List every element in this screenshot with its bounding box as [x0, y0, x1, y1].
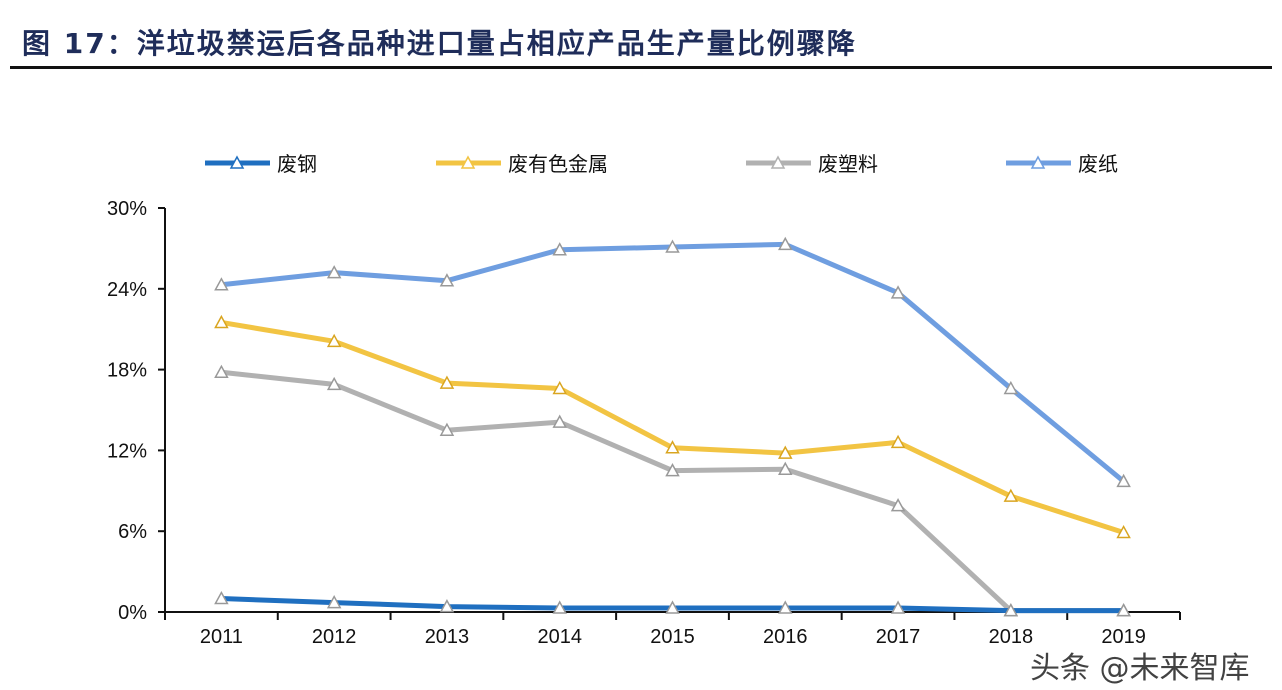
y-tick-label: 6% [118, 521, 147, 543]
data-point-2-5 [778, 461, 793, 476]
series-line-2 [221, 369, 1124, 614]
data-point-0-1 [326, 595, 342, 609]
data-point-0-3 [552, 600, 567, 614]
data-point-2-6 [890, 498, 906, 512]
x-tick-label: 2018 [989, 626, 1034, 648]
y-tick-label: 24% [107, 279, 147, 301]
watermark: 头条 @未来智库 [1030, 651, 1250, 686]
y-tick-label: 12% [107, 440, 147, 462]
legend-label: 废纸 [1078, 152, 1118, 176]
data-point-3-0 [214, 277, 229, 291]
chart-title: 图 17：洋垃圾禁运后各品种进口量占相应产品生产量比例骤降 [22, 27, 857, 60]
data-point-2-2 [439, 422, 455, 436]
data-point-0-4 [665, 600, 680, 614]
data-point-2-0 [214, 364, 229, 379]
data-point-3-1 [326, 265, 342, 279]
data-point-3-8 [1116, 473, 1131, 488]
data-point-1-3 [552, 380, 567, 395]
data-point-3-2 [439, 273, 455, 287]
data-point-0-8 [1116, 603, 1131, 617]
legend-label: 废有色金属 [508, 152, 608, 176]
x-tick-label: 2016 [763, 626, 808, 648]
legend-marker-icon [460, 155, 476, 169]
x-tick-label: 2019 [1101, 626, 1146, 648]
data-point-0-0 [214, 590, 229, 605]
x-tick-label: 2017 [876, 626, 921, 648]
legend-marker-icon [1030, 155, 1046, 169]
data-point-0-5 [778, 600, 793, 614]
legend-marker-icon [770, 155, 786, 169]
data-point-1-5 [778, 445, 793, 459]
legend-marker-icon [229, 155, 245, 169]
data-point-1-0 [214, 314, 229, 329]
x-tick-label: 2014 [537, 626, 582, 648]
data-point-2-3 [552, 414, 567, 428]
x-tick-label: 2012 [312, 626, 357, 648]
y-tick-label: 0% [118, 602, 147, 624]
data-point-1-6 [890, 434, 906, 449]
title-divider [10, 66, 1272, 69]
data-point-3-3 [552, 242, 567, 256]
data-point-3-6 [890, 285, 906, 299]
legend-label: 废钢 [277, 152, 317, 176]
x-tick-label: 2013 [425, 626, 470, 648]
data-point-1-4 [665, 440, 680, 454]
x-tick-label: 2015 [650, 626, 695, 648]
legend-label: 废塑料 [818, 152, 878, 176]
data-point-2-1 [326, 376, 342, 391]
y-tick-label: 18% [107, 360, 147, 382]
data-point-0-2 [439, 599, 455, 613]
y-tick-label: 30% [107, 198, 147, 220]
data-point-1-2 [439, 375, 455, 389]
data-point-3-4 [665, 239, 680, 253]
data-point-0-6 [890, 600, 906, 614]
data-point-1-7 [1003, 488, 1019, 502]
data-point-1-1 [326, 333, 342, 348]
data-point-3-5 [778, 236, 793, 251]
x-tick-label: 2011 [200, 626, 243, 648]
data-point-0-7 [1003, 603, 1019, 617]
data-point-2-4 [665, 463, 680, 477]
data-point-3-7 [1003, 380, 1019, 395]
series-line-1 [220, 320, 1125, 535]
data-point-1-8 [1116, 524, 1131, 539]
